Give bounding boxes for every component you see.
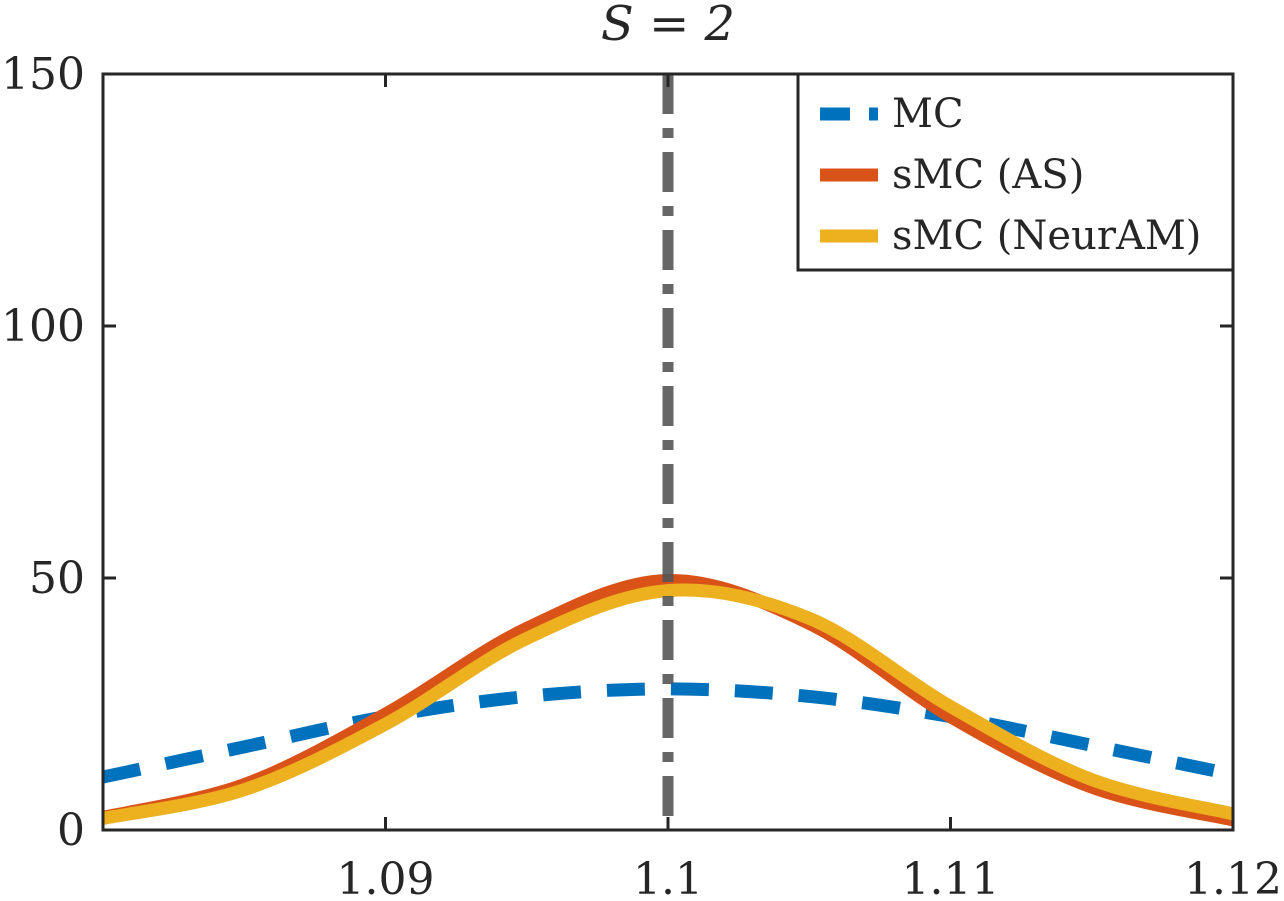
x-tick-label: 1.1 (633, 854, 703, 901)
x-tick-label: 1.09 (337, 854, 435, 901)
legend: MC sMC (AS) sMC (NeurAM) (796, 72, 1235, 272)
x-tick-label: 1.11 (902, 854, 1000, 901)
series-line-2 (103, 583, 1233, 825)
series-line-0 (103, 682, 1233, 784)
plot-area (103, 74, 1233, 830)
axes-layer: 1.09 1.1 1.11 1.12 0 50 100 150 (1, 49, 1282, 901)
legend-label-1: sMC (AS) (892, 152, 1084, 198)
plot-layer (103, 74, 1233, 830)
y-tick-label: 100 (1, 301, 85, 352)
y-tick-label: 150 (1, 49, 85, 100)
legend-label-0: MC (892, 91, 964, 137)
y-tick-label: 50 (29, 553, 85, 604)
y-tick-label: 0 (57, 805, 85, 856)
chart-title: S = 2 (601, 0, 735, 52)
legend-label-2: sMC (NeurAM) (892, 213, 1201, 259)
x-tick-label: 1.12 (1184, 854, 1282, 901)
